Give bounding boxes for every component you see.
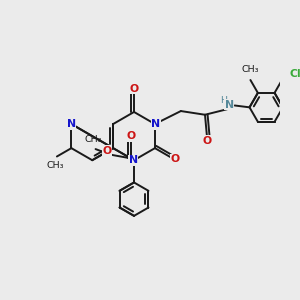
Text: O: O <box>170 154 179 164</box>
Text: N: N <box>224 100 234 110</box>
Text: N: N <box>151 119 160 129</box>
Text: CH₃: CH₃ <box>242 65 259 74</box>
Text: H: H <box>220 96 227 105</box>
Text: O: O <box>202 136 212 146</box>
Text: Cl: Cl <box>290 69 300 79</box>
Text: CH₃: CH₃ <box>46 161 64 170</box>
Text: O: O <box>130 84 139 94</box>
Text: N: N <box>128 155 138 165</box>
Text: CH₃: CH₃ <box>85 135 103 144</box>
Text: O: O <box>126 131 135 141</box>
Text: N: N <box>67 119 76 129</box>
Text: O: O <box>102 146 111 156</box>
